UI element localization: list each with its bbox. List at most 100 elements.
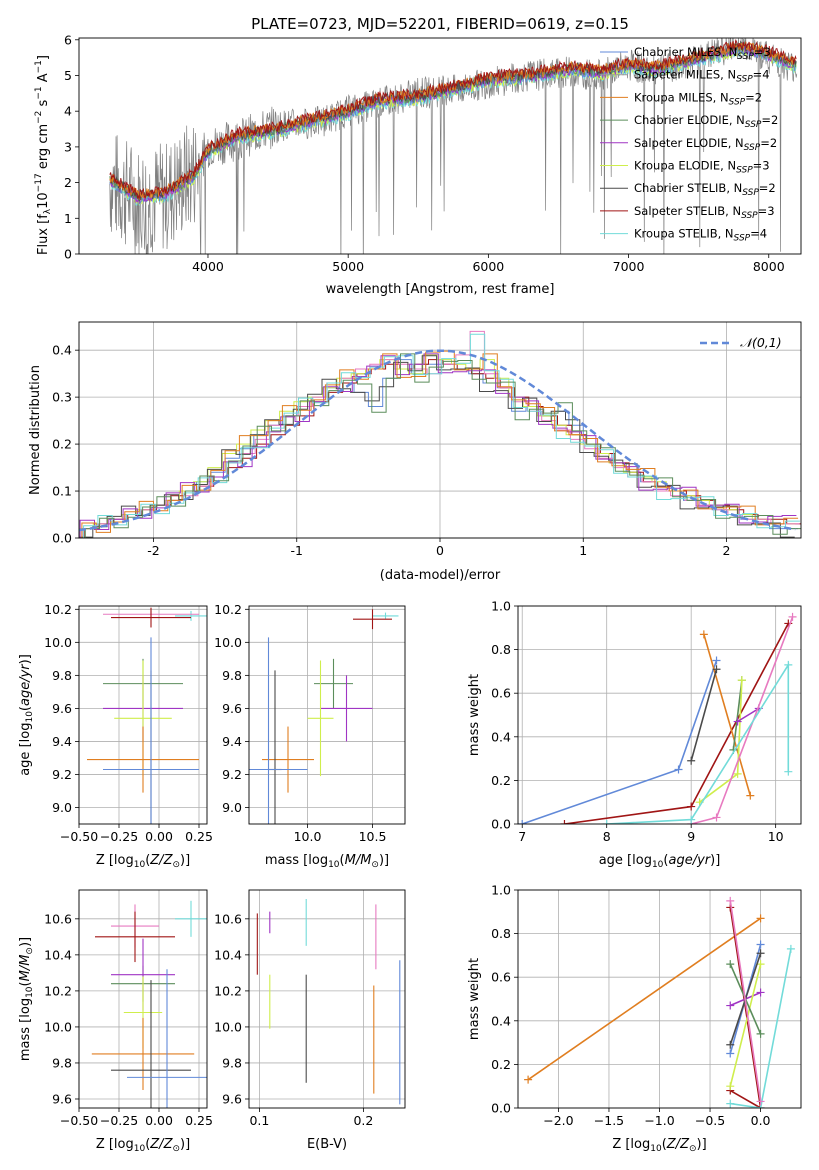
x-axis-label: (data-model)/error: [380, 568, 501, 583]
legend: 𝒩(0,1): [700, 335, 782, 350]
label-part: 10: [36, 192, 51, 209]
weight-marker: [756, 988, 765, 997]
weight-marker: [746, 791, 755, 800]
x-tick-label: 10: [768, 829, 784, 844]
axes-frame: [78, 605, 208, 825]
x-tick-label: 4000: [192, 259, 224, 274]
label-part: erg cm: [36, 124, 51, 173]
legend-label: Kroupa ELODIE, NSSP=3: [634, 159, 770, 176]
weight-line: [606, 662, 790, 824]
label-part: =2: [761, 113, 778, 127]
label-part: ⊙: [689, 1144, 697, 1154]
weight-marker: [674, 765, 683, 774]
weight-marker: [602, 820, 611, 824]
label-part: A: [36, 73, 51, 86]
y-tick-label: 9.4: [222, 734, 242, 749]
x-tick-label: 0.1: [249, 1113, 269, 1128]
y-tick-label: 9.6: [52, 701, 72, 716]
weight-marker: [712, 813, 721, 822]
y-tick-label: 10.2: [214, 983, 242, 998]
plot-area: [249, 609, 399, 824]
weight-marker: [726, 1049, 735, 1058]
weight-marker: [756, 949, 765, 958]
legend-label: Chabrier ELODIE, NSSP=2: [634, 113, 778, 130]
label-part: Chabrier MILES, N: [634, 45, 737, 59]
weight-marker: [560, 820, 569, 824]
label-part: 10: [650, 1144, 662, 1154]
legend-label: Kroupa STELIB, NSSP=4: [634, 227, 767, 244]
weight-marker: [756, 1097, 765, 1106]
weight-marker: [687, 815, 696, 824]
weight-marker: [756, 940, 765, 949]
y-tick-label: 9.6: [52, 1091, 72, 1106]
y-tick-label: 9.2: [222, 767, 242, 782]
x-tick-label: 2: [723, 543, 731, 558]
weight-marker: [784, 767, 793, 776]
y-tick-label: 0.0: [491, 817, 511, 832]
label-part: Z/Z: [149, 1137, 173, 1152]
plot-area: [87, 607, 207, 824]
y-tick-label: 0.8: [491, 926, 511, 941]
normal-curve: [79, 349, 796, 532]
histogram-step: [79, 353, 797, 538]
label-part: ⊙: [25, 947, 35, 955]
label-part: )]: [697, 1137, 707, 1152]
x-tick-label: -2: [147, 543, 159, 558]
y-tick-label: 0.3: [52, 390, 72, 405]
x-tick-label: −0.25: [100, 1113, 138, 1128]
label-part: =2: [745, 90, 762, 104]
y-tick-label: 10.2: [44, 602, 72, 617]
label-part: Z [log: [612, 1137, 650, 1152]
x-tick-label: −0.25: [100, 829, 138, 844]
y-tick-label: 9.8: [52, 1055, 72, 1070]
label-part: 10: [25, 711, 35, 723]
weight-line: [527, 917, 762, 1081]
subplot-3: −0.50 −0.25 0.00 0.25 9.0 9.2 9.4 9.6 9.8 10.0 10.…: [18, 602, 213, 870]
y-tick-label: 9.8: [222, 1055, 242, 1070]
x-tick-label: 8000: [753, 259, 785, 274]
label-part: 10: [134, 1144, 146, 1154]
x-axis-label: wavelength [Angstrom, rest frame]: [326, 282, 555, 297]
weight-marker: [756, 960, 765, 969]
label-part: (: [145, 853, 150, 868]
y-tick-label: 0.2: [491, 773, 511, 788]
label-part: s: [36, 99, 51, 110]
label-part: SSP: [744, 143, 761, 153]
label-part: (: [663, 853, 668, 868]
plot-area: [79, 330, 801, 538]
plots-layer: 4000 5000 6000 7000 8000 0 1 2 3 4 5 6 wavelength [A…: [18, 32, 802, 1154]
label-part: Salpeter STELIB, N: [634, 204, 741, 218]
y-tick-label: 9.4: [52, 734, 72, 749]
label-part: M/M: [18, 955, 33, 982]
y-tick-label: 9.0: [222, 800, 242, 815]
weight-marker: [788, 612, 797, 621]
weight-line: [703, 634, 752, 796]
weight-marker: [786, 944, 795, 953]
label-part: age [log: [599, 853, 652, 868]
weight-line: [730, 948, 792, 1108]
weight-line: [729, 963, 762, 1087]
y-tick-label: 0.1: [52, 484, 72, 499]
plot-area: [256, 899, 401, 1105]
label-part: =2: [760, 136, 777, 150]
y-tick-label: 10.0: [44, 635, 72, 650]
legend-label: 𝒩(0,1): [740, 335, 782, 350]
weight-marker: [737, 676, 746, 685]
weight-line: [699, 680, 743, 803]
y-tick-label: 0.0: [491, 1101, 511, 1116]
y-axis-label: Flux [fλ10−17 erg cm−2 s−1 A−1]: [34, 55, 53, 255]
subplot-4: 10.0 10.5 9.0 9.2 9.4 9.6 9.8 10.0 10.2 mass [log…: [214, 602, 406, 870]
label-part: mass [log: [265, 853, 328, 868]
label-part: 10: [25, 986, 35, 998]
y-tick-label: 10.6: [214, 911, 242, 926]
y-tick-label: 5: [64, 68, 72, 83]
label-part: 10: [652, 860, 664, 870]
axes-frame: [78, 889, 208, 1109]
y-tick-label: 1.0: [491, 883, 511, 898]
y-tick-label: 0.4: [491, 1013, 511, 1028]
y-tick-label: 0.6: [491, 970, 511, 985]
x-tick-label: 8: [603, 829, 611, 844]
label-part: )]: [18, 654, 33, 664]
weight-line: [521, 660, 718, 824]
